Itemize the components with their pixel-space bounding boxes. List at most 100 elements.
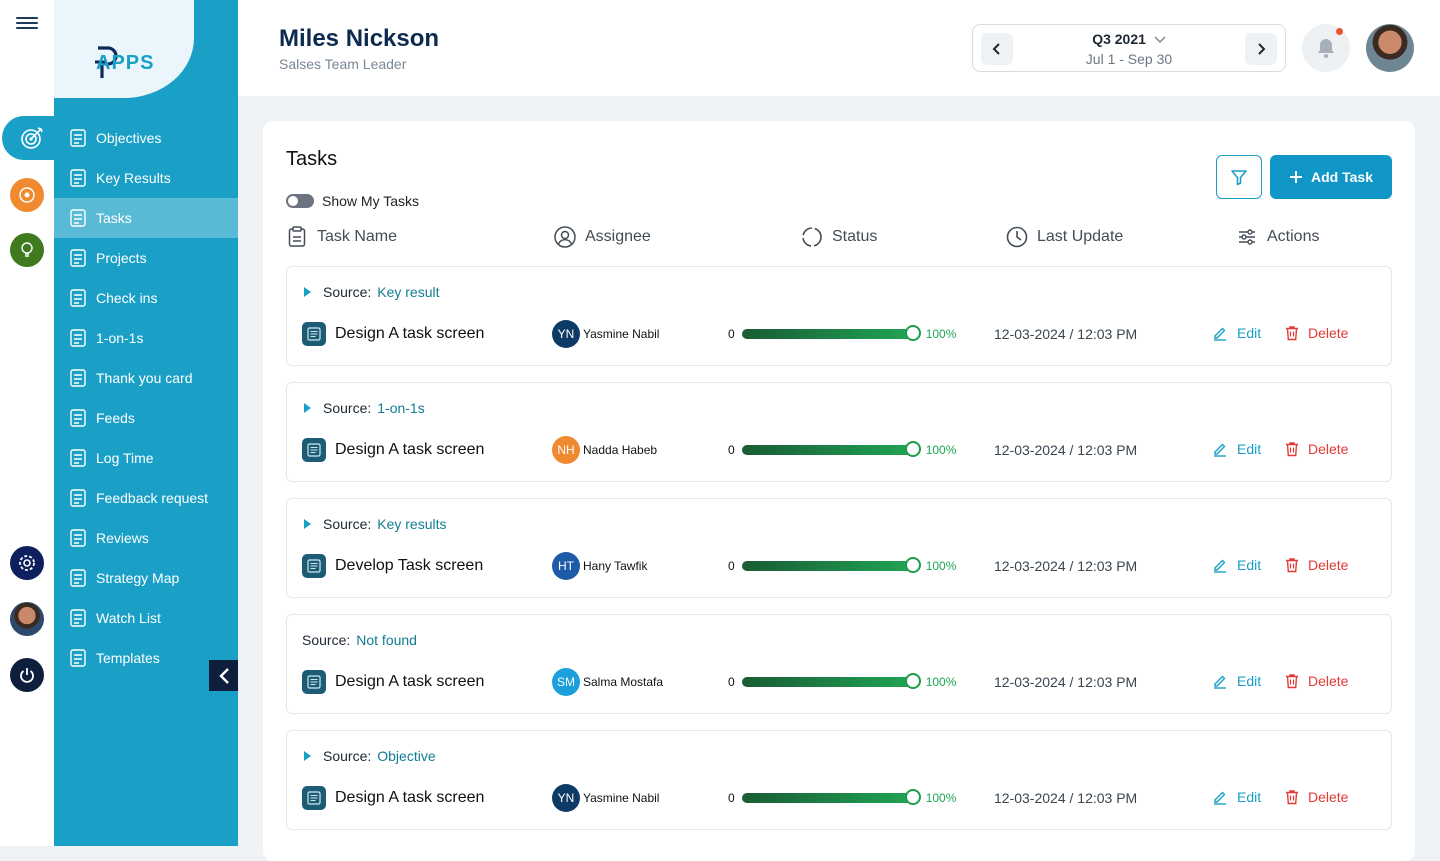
task-name[interactable]: Design A task screen: [302, 670, 484, 694]
task-name[interactable]: Develop Task screen: [302, 554, 483, 578]
user-avatar-icon[interactable]: [10, 602, 44, 636]
task-source: Source: Key result: [304, 284, 440, 300]
sidebar-item-strategy-map[interactable]: Strategy Map: [54, 558, 238, 598]
source-value[interactable]: Objective: [377, 748, 436, 764]
profile-avatar[interactable]: [1366, 24, 1414, 72]
delete-button[interactable]: Delete: [1285, 325, 1348, 341]
progress-percent: 100%: [925, 791, 957, 805]
logo[interactable]: APPS: [54, 0, 194, 98]
sidebar-item-thank-you-card[interactable]: Thank you card: [54, 358, 238, 398]
progress-percent: 100%: [925, 327, 957, 341]
progress-bar: [741, 789, 921, 805]
sidebar-item-feeds[interactable]: Feeds: [54, 398, 238, 438]
delete-button[interactable]: Delete: [1285, 441, 1348, 457]
delete-button[interactable]: Delete: [1285, 673, 1348, 689]
quarter-dropdown[interactable]: Q3 2021: [973, 31, 1285, 47]
settings-icon[interactable]: [10, 546, 44, 580]
assignee[interactable]: NH Nadda Habeb: [552, 436, 657, 464]
notifications-button[interactable]: [1302, 24, 1350, 72]
assignee[interactable]: SM Salma Mostafa: [552, 668, 663, 696]
task-name[interactable]: Design A task screen: [302, 786, 484, 810]
trash-icon: [1286, 326, 1298, 341]
target-icon[interactable]: [2, 116, 62, 160]
menu-icon[interactable]: [16, 14, 38, 32]
add-task-button[interactable]: Add Task: [1270, 155, 1392, 199]
column-task-name[interactable]: Task Name: [286, 226, 397, 248]
previous-period-button[interactable]: [981, 33, 1013, 65]
sidebar-item-log-time[interactable]: Log Time: [54, 438, 238, 478]
clipboard-icon: [68, 128, 88, 148]
progress-bar: [741, 441, 921, 457]
assignee[interactable]: HT Hany Tawfik: [552, 552, 647, 580]
sidebar-item-label: Log Time: [96, 450, 154, 466]
column-actions[interactable]: Actions: [1236, 226, 1319, 248]
sidebar-item-feedback-request[interactable]: Feedback request: [54, 478, 238, 518]
progress-knob[interactable]: [904, 325, 921, 341]
sidebar-item-label: Templates: [96, 650, 160, 666]
delete-button[interactable]: Delete: [1285, 557, 1348, 573]
reviews-icon: [68, 528, 88, 548]
progress-knob[interactable]: [904, 441, 921, 457]
network-icon[interactable]: [10, 178, 44, 212]
progress-knob[interactable]: [904, 557, 921, 573]
source-value[interactable]: Not found: [356, 632, 417, 648]
edit-button[interactable]: Edit: [1212, 441, 1261, 457]
sidebar-item-watch-list[interactable]: Watch List: [54, 598, 238, 638]
pencil-icon: [1214, 791, 1226, 805]
show-my-tasks-toggle[interactable]: Show My Tasks: [286, 193, 419, 209]
delete-button[interactable]: Delete: [1285, 789, 1348, 805]
sidebar-item-1-on-1s[interactable]: 1-on-1s: [54, 318, 238, 358]
progress-knob[interactable]: [904, 673, 921, 689]
bulb-icon[interactable]: [10, 233, 44, 267]
assignee[interactable]: YN Yasmine Nabil: [552, 784, 659, 812]
task-name[interactable]: Design A task screen: [302, 322, 484, 346]
status-progress: 0 100%: [728, 441, 956, 457]
add-task-label: Add Task: [1311, 169, 1373, 185]
edit-button[interactable]: Edit: [1212, 673, 1261, 689]
power-icon[interactable]: [10, 658, 44, 692]
progress-start: 0: [728, 675, 735, 689]
chat-icon: [68, 328, 88, 348]
status-icon: [801, 226, 823, 248]
progress-knob[interactable]: [904, 789, 921, 805]
eye-icon: [68, 608, 88, 628]
clipboard-icon: [286, 226, 308, 248]
expand-triangle-icon[interactable]: [304, 403, 311, 413]
sidebar-item-objectives[interactable]: Objectives: [54, 118, 238, 158]
source-label: Source:: [302, 632, 351, 648]
assignee-name: Yasmine Nabil: [583, 327, 660, 341]
sidebar-item-key-results[interactable]: Key Results: [54, 158, 238, 198]
source-value[interactable]: Key results: [377, 516, 447, 532]
edit-button[interactable]: Edit: [1212, 325, 1261, 341]
source-value[interactable]: 1-on-1s: [377, 400, 425, 416]
toggle-switch[interactable]: [286, 194, 314, 208]
sidebar-item-tasks[interactable]: Tasks: [54, 198, 238, 238]
collapse-sidebar-button[interactable]: [209, 660, 238, 691]
column-assignee[interactable]: Assignee: [554, 226, 651, 248]
sidebar-item-label: 1-on-1s: [96, 330, 144, 346]
edit-button[interactable]: Edit: [1212, 789, 1261, 805]
task-name-text: Design A task screen: [335, 789, 485, 806]
period-range: Jul 1 - Sep 30: [1085, 51, 1173, 67]
last-update: 12-03-2024 / 12:03 PM: [994, 674, 1138, 690]
expand-triangle-icon[interactable]: [304, 751, 311, 761]
sidebar-item-projects[interactable]: Projects: [54, 238, 238, 278]
source-value[interactable]: Key result: [377, 284, 440, 300]
sidebar-item-check-ins[interactable]: Check ins: [54, 278, 238, 318]
sidebar-item-reviews[interactable]: Reviews: [54, 518, 238, 558]
column-last-update[interactable]: Last Update: [1006, 226, 1123, 248]
sidebar-item-label: Strategy Map: [96, 570, 180, 586]
expand-triangle-icon[interactable]: [304, 519, 311, 529]
filter-button[interactable]: [1216, 155, 1262, 199]
expand-triangle-icon[interactable]: [304, 287, 311, 297]
edit-button[interactable]: Edit: [1212, 557, 1261, 573]
header: Miles Nickson Salses Team Leader Q3 2021…: [238, 0, 1440, 96]
column-status[interactable]: Status: [801, 226, 877, 248]
sidebar-item-templates[interactable]: Templates: [54, 638, 238, 678]
next-period-button[interactable]: [1245, 33, 1277, 65]
last-update: 12-03-2024 / 12:03 PM: [994, 558, 1138, 574]
assignee[interactable]: YN Yasmine Nabil: [552, 320, 659, 348]
task-row: Source: 1-on-1s Design A task screen NH Nadd…: [286, 382, 1392, 482]
progress-start: 0: [728, 791, 735, 805]
task-name[interactable]: Design A task screen: [302, 438, 484, 462]
